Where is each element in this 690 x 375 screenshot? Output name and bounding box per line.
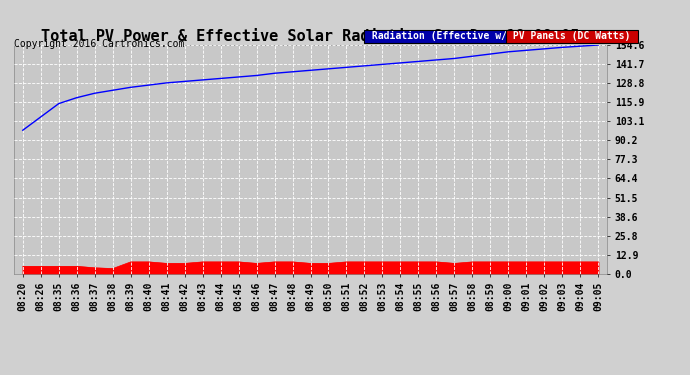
Text: PV Panels (DC Watts): PV Panels (DC Watts) (507, 31, 636, 41)
Text: Radiation (Effective w/m2): Radiation (Effective w/m2) (366, 31, 530, 41)
Title: Total PV Power & Effective Solar Radiation Sun Dec 18 09:05: Total PV Power & Effective Solar Radiati… (41, 29, 580, 44)
Text: Copyright 2016 Cartronics.com: Copyright 2016 Cartronics.com (14, 39, 184, 50)
